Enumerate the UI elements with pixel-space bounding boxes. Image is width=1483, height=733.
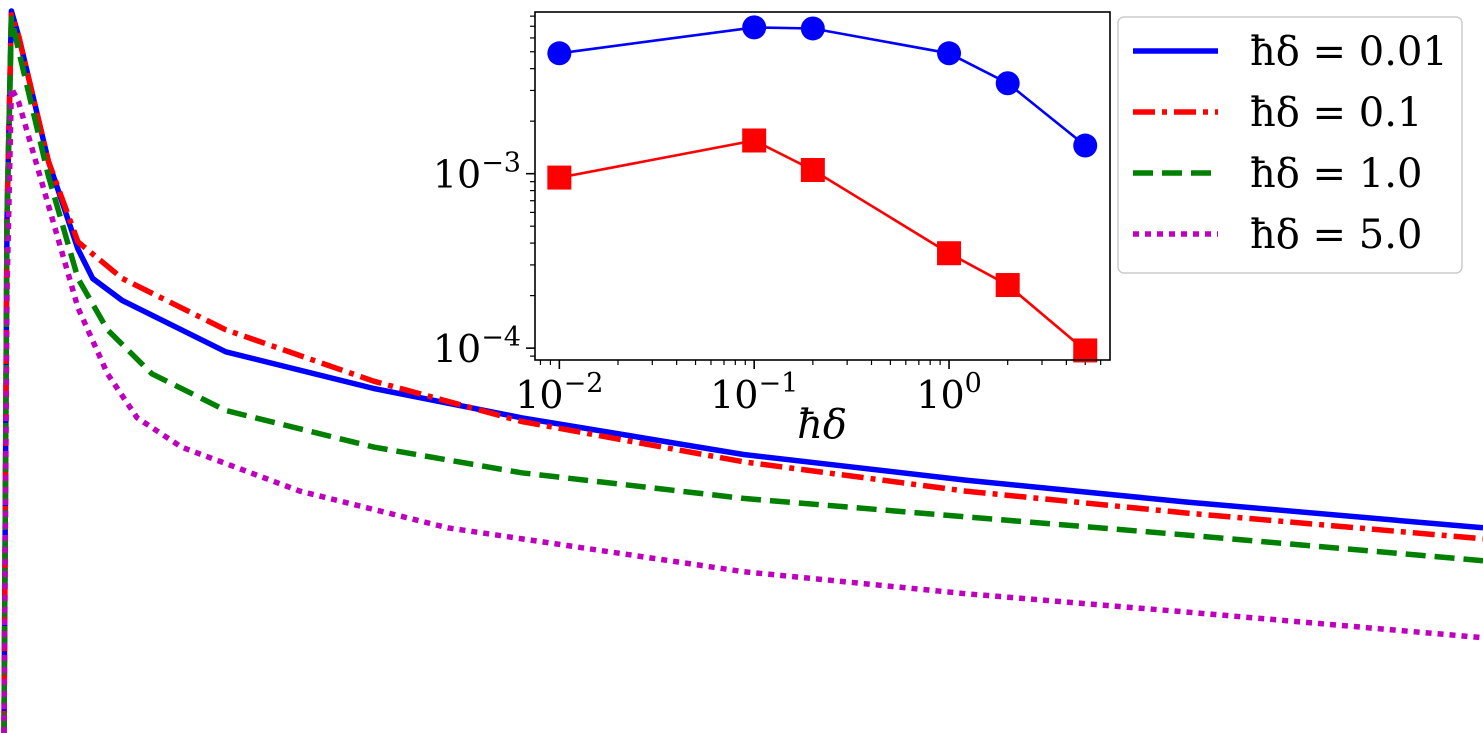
legend-label-1: ħδ = 0.01 (1250, 29, 1448, 75)
inset-x-tick-label: 100 (916, 368, 982, 417)
legend-label-3: ħδ = 1.0 (1250, 151, 1422, 197)
inset-marker-circle (995, 71, 1020, 96)
inset-marker-circle (800, 16, 825, 41)
inset-plot: 10−2 10−1 100 10−4 10−3 ħδ (433, 11, 1111, 448)
legend-label-4: ħδ = 5.0 (1250, 212, 1422, 258)
inset-marker-square (742, 128, 767, 153)
inset-frame (534, 11, 1111, 361)
legend: ħδ = 0.01 ħδ = 0.1 ħδ = 1.0 ħδ = 5.0 (1117, 16, 1463, 274)
inset-y-tick-label: 10−3 (433, 148, 521, 197)
inset-x-axis-label: ħδ (797, 402, 847, 448)
inset-ticks: 10−2 10−1 100 10−4 10−3 (433, 15, 1102, 417)
inset-marker-square (1073, 338, 1098, 363)
inset-marker-square (547, 165, 572, 190)
inset-series (547, 15, 1098, 363)
inset-marker-circle (1073, 133, 1098, 158)
inset-background (535, 12, 1110, 360)
inset-marker-circle (742, 15, 767, 40)
inset-series-line-1 (559, 26, 1087, 147)
main-plot-lines (1, 8, 1483, 733)
inset-series-line-2 (559, 139, 1087, 352)
legend-label-2: ħδ = 0.1 (1250, 90, 1422, 136)
inset-y-tick-label: 10−4 (433, 322, 521, 371)
inset-x-tick-label: 10−2 (515, 368, 603, 417)
inset-marker-square (995, 273, 1020, 298)
main-series-line-3 (1, 15, 1483, 733)
inset-marker-circle (547, 41, 572, 66)
main-series-line-4 (1, 85, 1483, 733)
inset-marker-square (800, 157, 825, 182)
inset-marker-circle (937, 41, 962, 66)
inset-marker-square (937, 241, 962, 266)
legend-frame (1117, 16, 1463, 274)
inset-x-tick-label: 10−1 (710, 368, 798, 417)
